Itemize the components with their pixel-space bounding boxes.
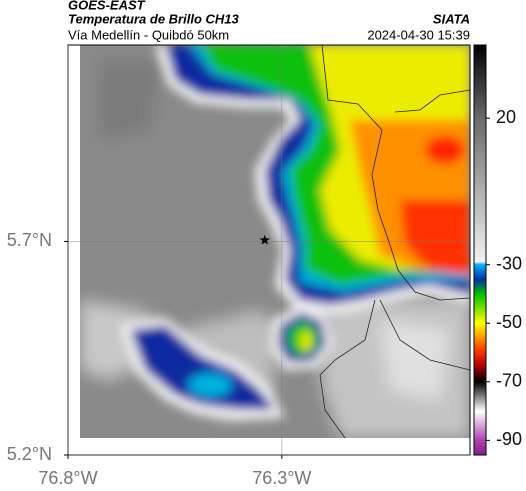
colorbar-tick-label: 20 — [496, 107, 516, 127]
title: GOES-EAST — [68, 0, 146, 12]
colorbar-ramp — [473, 44, 487, 456]
colorbar-tick-label: -50 — [496, 312, 522, 332]
x-tick-label: 76.3°W — [252, 468, 311, 488]
product: Temperatura de Brillo CH13 — [68, 11, 240, 26]
datetime: 2024-04-30 15:39 — [367, 27, 470, 42]
x-tick-label: 76.8°W — [38, 468, 97, 488]
colorbar-tick-label: -70 — [496, 371, 522, 391]
source: SIATA — [433, 11, 470, 26]
y-tick-label: 5.7°N — [7, 230, 52, 250]
y-tick-label: 5.2°N — [7, 444, 52, 464]
colorbar: 20 -30 -50 -70 -90 — [473, 44, 522, 456]
region: Vía Medellín - Quibdó 50km — [68, 27, 229, 42]
station-marker — [259, 234, 270, 245]
colorbar-tick-label: -30 — [496, 253, 522, 273]
colorbar-tick-label: -90 — [496, 429, 522, 449]
